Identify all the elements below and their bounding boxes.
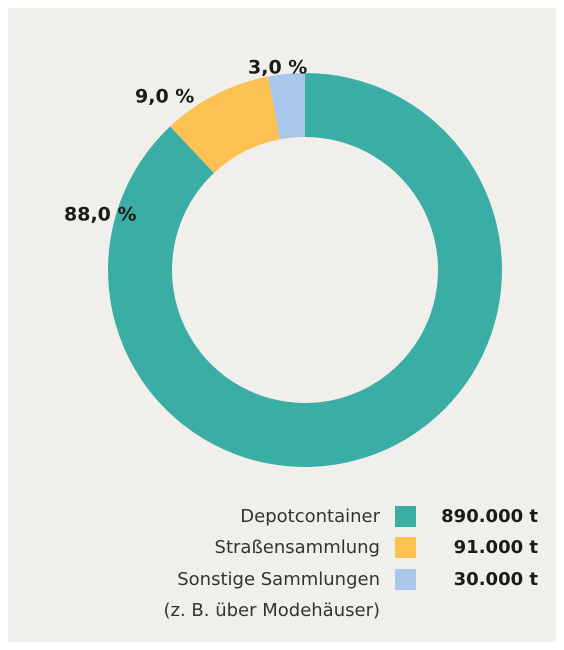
- legend-swatch: [395, 569, 416, 590]
- legend-label: Sonstige Sammlungen (z. B. über Modehäus…: [163, 569, 380, 621]
- data-label: 9,0 %: [135, 86, 194, 108]
- legend-label: Depotcontainer: [240, 506, 380, 527]
- legend-item: Depotcontainer 890.000 t: [8, 501, 538, 532]
- legend-swatch: [395, 537, 416, 558]
- donut-segment: [268, 73, 305, 140]
- legend-amount: 30.000 t: [453, 569, 538, 590]
- donut: 88,0 % 9,0 % 3,0 %: [64, 57, 502, 467]
- chart: 88,0 % 9,0 % 3,0 % Depotcontainer 890.000 t…: [8, 8, 556, 642]
- legend-label: Straßensammlung: [214, 537, 380, 558]
- legend-swatch: [395, 506, 416, 527]
- data-label: 3,0 %: [248, 57, 307, 79]
- legend-item: Straßensammlung 91.000 t: [8, 532, 538, 563]
- legend-amount: 91.000 t: [453, 537, 538, 558]
- donut-segment: [170, 76, 281, 174]
- legend-item: Sonstige Sammlungen (z. B. über Modehäus…: [8, 564, 538, 626]
- donut-segment: [107, 73, 502, 467]
- data-label: 88,0 %: [64, 204, 137, 226]
- legend-amount: 890.000 t: [441, 506, 538, 527]
